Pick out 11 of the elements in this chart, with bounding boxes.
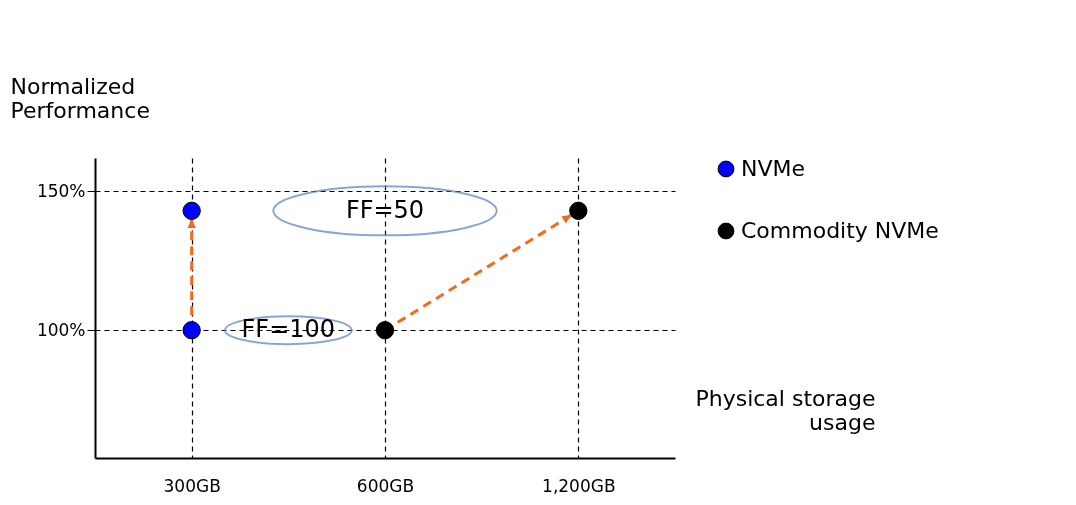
legend-label: Commodity NVMe: [741, 218, 939, 243]
x-tick-label: 1,200GB: [542, 475, 616, 496]
x-tick-label: 600GB: [356, 475, 415, 496]
annotation: FF=100: [241, 315, 336, 344]
y-tick-label: 100%: [36, 319, 86, 340]
annotation: FF=50: [345, 195, 425, 224]
y-axis-title: Normalized Performance: [10, 73, 150, 123]
x-tick-label: 300GB: [163, 475, 221, 496]
legend-label: NVMe: [741, 156, 806, 181]
x-axis-title: Physical storage usage: [695, 385, 876, 435]
y-tick-label: 150%: [36, 180, 86, 201]
